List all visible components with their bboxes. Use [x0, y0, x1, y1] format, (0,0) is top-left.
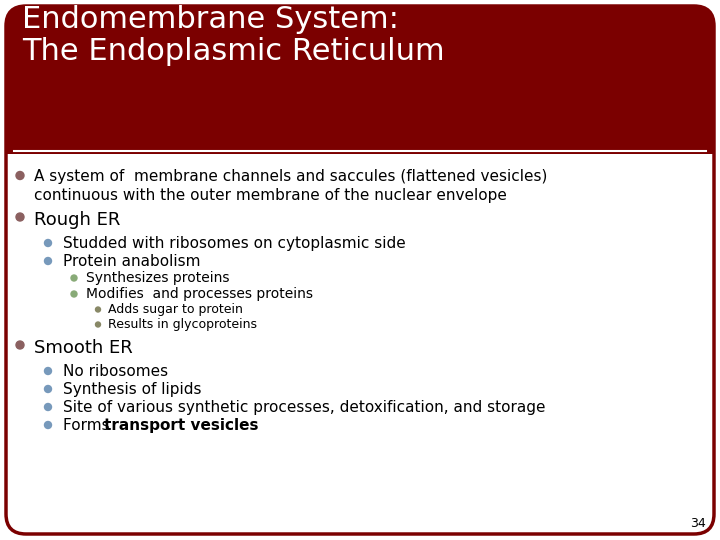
- Circle shape: [45, 368, 52, 375]
- Circle shape: [45, 422, 52, 429]
- Text: Synthesis of lipids: Synthesis of lipids: [63, 382, 202, 397]
- Text: Synthesizes proteins: Synthesizes proteins: [86, 271, 230, 285]
- Text: Studded with ribosomes on cytoplasmic side: Studded with ribosomes on cytoplasmic si…: [63, 236, 406, 251]
- Text: continuous with the outer membrane of the nuclear envelope: continuous with the outer membrane of th…: [34, 188, 507, 203]
- Text: Modifies  and processes proteins: Modifies and processes proteins: [86, 287, 313, 301]
- Circle shape: [45, 386, 52, 393]
- Text: 34: 34: [690, 517, 706, 530]
- Text: Protein anabolism: Protein anabolism: [63, 254, 200, 269]
- Text: Endomembrane System:: Endomembrane System:: [22, 5, 399, 35]
- Circle shape: [45, 258, 52, 265]
- Circle shape: [71, 291, 77, 297]
- Circle shape: [16, 172, 24, 179]
- Circle shape: [16, 341, 24, 349]
- FancyBboxPatch shape: [6, 6, 714, 534]
- Text: No ribosomes: No ribosomes: [63, 364, 168, 379]
- FancyBboxPatch shape: [6, 6, 714, 154]
- Bar: [6, 132, 714, 154]
- Circle shape: [45, 403, 52, 410]
- Text: The Endoplasmic Reticulum: The Endoplasmic Reticulum: [22, 37, 445, 66]
- Circle shape: [16, 213, 24, 221]
- Text: Site of various synthetic processes, detoxification, and storage: Site of various synthetic processes, det…: [63, 400, 546, 415]
- Text: Smooth ER: Smooth ER: [34, 339, 132, 357]
- Circle shape: [45, 240, 52, 246]
- Text: Adds sugar to protein: Adds sugar to protein: [108, 303, 243, 316]
- Text: Results in glycoproteins: Results in glycoproteins: [108, 318, 257, 331]
- Circle shape: [96, 322, 101, 327]
- Circle shape: [96, 307, 101, 312]
- Text: transport vesicles: transport vesicles: [104, 418, 258, 433]
- Circle shape: [71, 275, 77, 281]
- Text: A system of  membrane channels and saccules (flattened vesicles): A system of membrane channels and saccul…: [34, 169, 547, 184]
- Text: Forms: Forms: [63, 418, 114, 433]
- Text: Rough ER: Rough ER: [34, 211, 120, 229]
